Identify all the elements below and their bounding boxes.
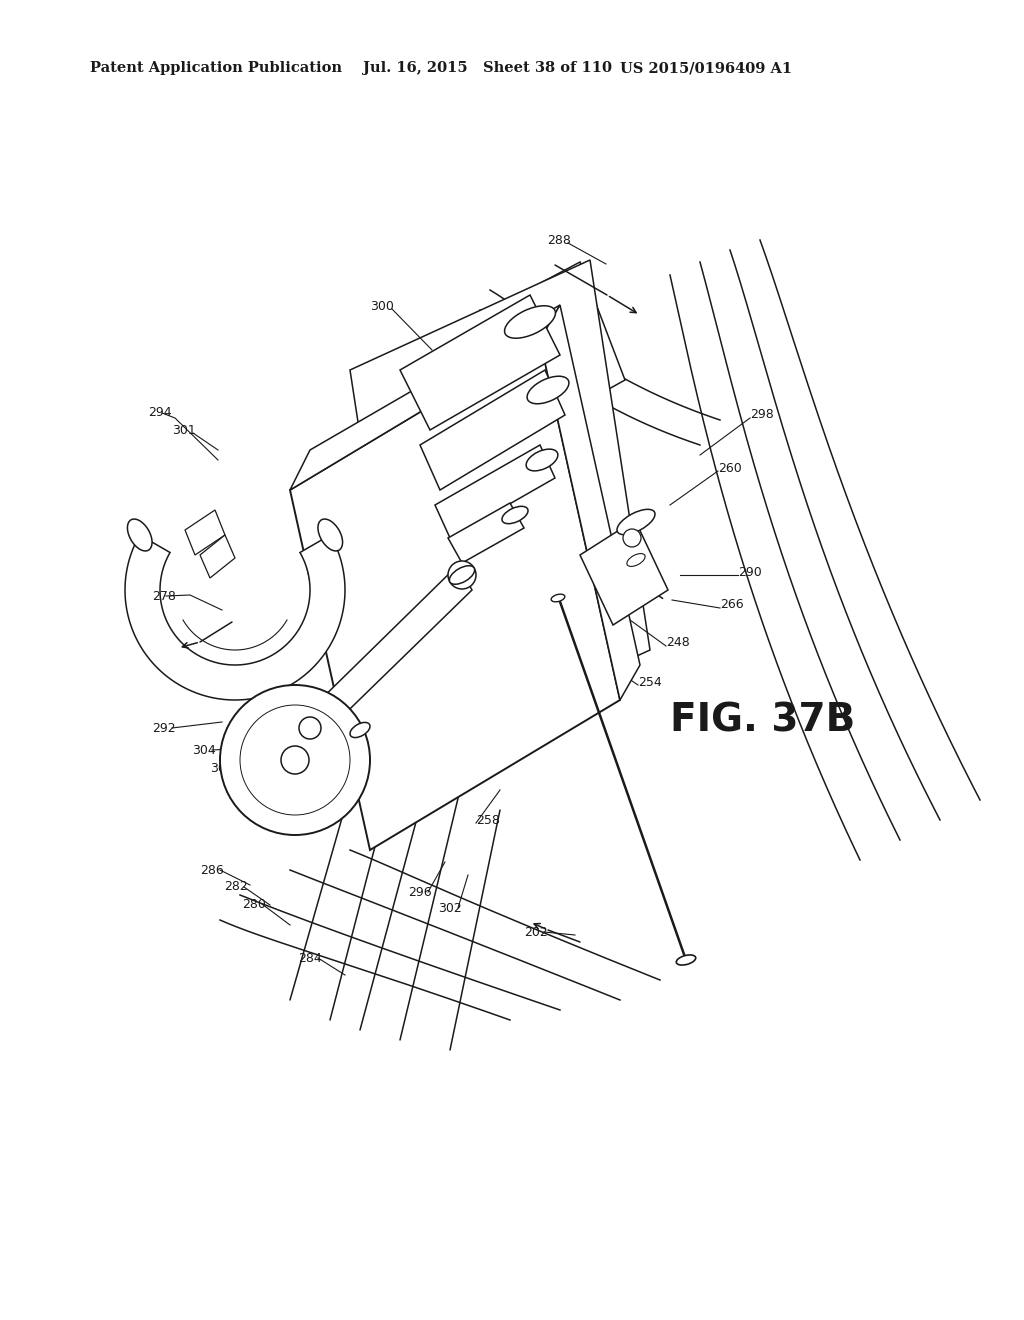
Circle shape [449, 561, 476, 589]
Text: 282: 282 [224, 880, 248, 894]
Text: 280: 280 [242, 898, 266, 911]
Ellipse shape [551, 594, 565, 602]
Polygon shape [290, 305, 560, 490]
Text: 266: 266 [720, 598, 743, 611]
Ellipse shape [127, 519, 152, 550]
Polygon shape [420, 370, 565, 490]
Polygon shape [305, 565, 472, 741]
Polygon shape [200, 535, 234, 578]
Polygon shape [580, 520, 668, 624]
Ellipse shape [526, 449, 558, 471]
Text: 284: 284 [298, 952, 322, 965]
Polygon shape [185, 510, 225, 554]
Polygon shape [449, 503, 524, 564]
Polygon shape [290, 341, 620, 850]
Ellipse shape [676, 954, 695, 965]
Text: 258: 258 [476, 813, 500, 826]
Text: 306: 306 [210, 762, 233, 775]
Text: 302: 302 [438, 902, 462, 915]
Polygon shape [400, 294, 560, 430]
Text: FIG. 37B: FIG. 37B [670, 701, 855, 739]
Text: 260: 260 [718, 462, 741, 474]
Polygon shape [540, 305, 640, 700]
Circle shape [220, 685, 370, 836]
Text: US 2015/0196409 A1: US 2015/0196409 A1 [620, 61, 793, 75]
Ellipse shape [527, 376, 569, 404]
Text: 286: 286 [200, 863, 224, 876]
Circle shape [299, 717, 321, 739]
Text: 301: 301 [172, 424, 196, 437]
Text: 298: 298 [750, 408, 774, 421]
Polygon shape [490, 261, 625, 430]
Ellipse shape [505, 306, 555, 338]
Polygon shape [435, 445, 555, 539]
Text: 294: 294 [148, 407, 172, 420]
Text: 278: 278 [152, 590, 176, 602]
Text: 202: 202 [524, 925, 548, 939]
Text: 290: 290 [738, 565, 762, 578]
Ellipse shape [502, 507, 528, 524]
Text: Jul. 16, 2015   Sheet 38 of 110: Jul. 16, 2015 Sheet 38 of 110 [362, 61, 612, 75]
Text: Patent Application Publication: Patent Application Publication [90, 61, 342, 75]
Text: 288: 288 [547, 234, 570, 247]
Ellipse shape [450, 566, 474, 585]
Text: 254: 254 [638, 676, 662, 689]
Text: 300: 300 [370, 300, 394, 313]
Circle shape [281, 746, 309, 774]
Circle shape [623, 529, 641, 546]
Text: 304: 304 [193, 743, 216, 756]
Text: 248: 248 [666, 636, 690, 649]
Polygon shape [350, 260, 650, 760]
Text: 292: 292 [152, 722, 176, 734]
Ellipse shape [350, 722, 370, 738]
Circle shape [240, 705, 350, 814]
Text: 308: 308 [316, 793, 340, 807]
Text: 296: 296 [408, 886, 432, 899]
Ellipse shape [627, 553, 645, 566]
Polygon shape [125, 535, 345, 700]
Ellipse shape [617, 510, 655, 535]
Ellipse shape [317, 519, 343, 550]
